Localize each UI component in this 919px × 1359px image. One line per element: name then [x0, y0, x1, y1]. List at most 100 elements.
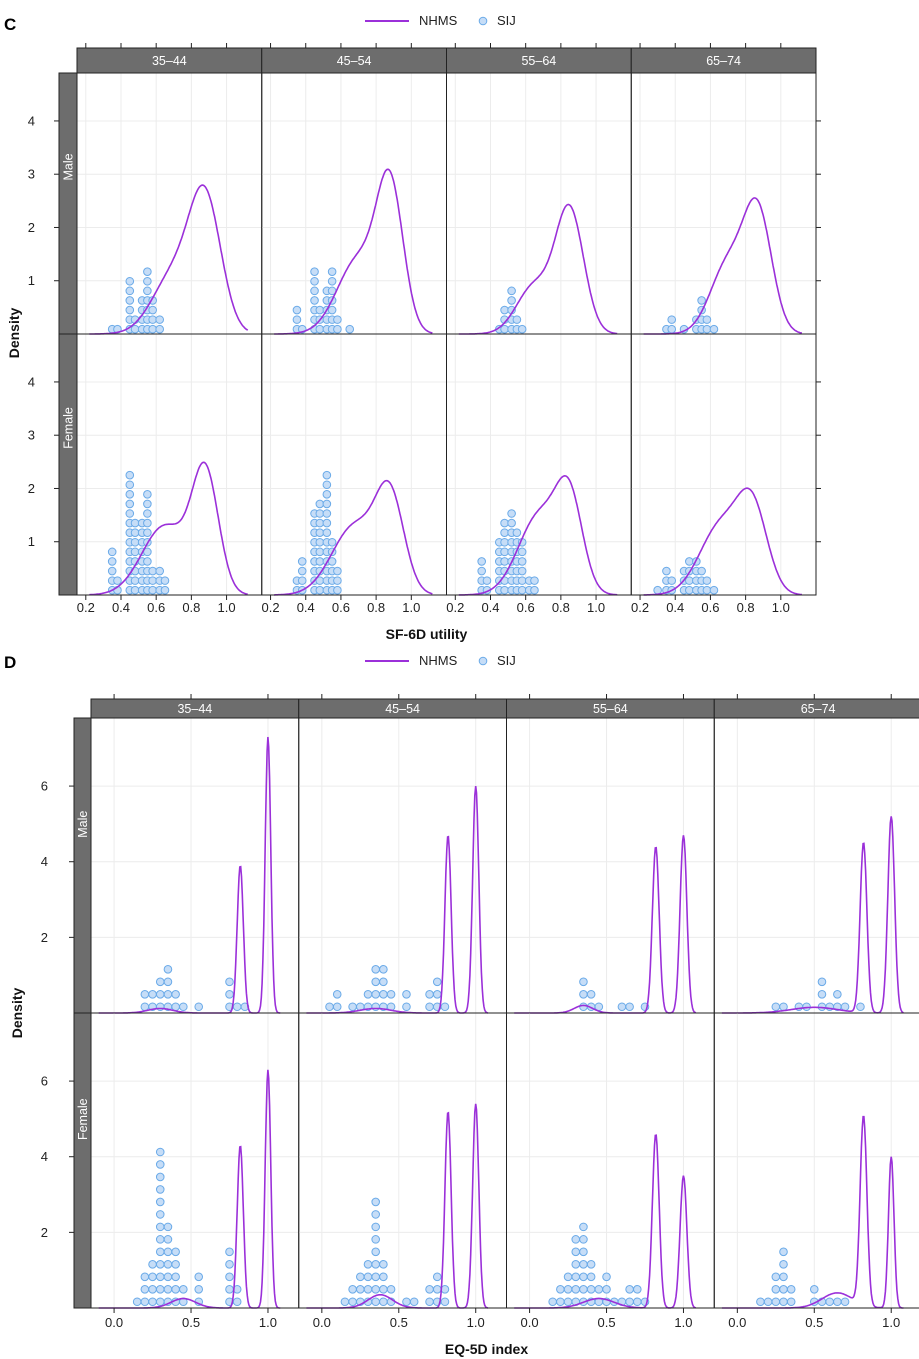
sij-dot: [194, 1002, 204, 1012]
sij-dot: [379, 977, 388, 987]
sij-dot: [840, 1002, 850, 1012]
sij-dot: [130, 585, 140, 595]
sij-dot: [125, 509, 135, 518]
sij-dot: [371, 1297, 380, 1307]
sij-dot: [586, 1284, 596, 1294]
x-tick-label: 0.8: [737, 600, 755, 615]
sij-dot: [315, 518, 325, 528]
panel-frame: [446, 333, 632, 596]
nhms-density-line: [458, 203, 618, 335]
sij-dot: [817, 989, 827, 999]
sij-dot: [633, 1297, 642, 1307]
nhms-density-line: [306, 1103, 489, 1309]
sij-dot: [297, 566, 307, 576]
sij-dot: [685, 576, 694, 585]
sij-dot: [160, 576, 170, 585]
sij-dot: [371, 965, 380, 974]
strip-65–74: [630, 47, 817, 74]
sij-dot: [148, 1272, 157, 1282]
sij-dot: [140, 1272, 150, 1282]
sij-dot: [333, 566, 342, 576]
x-tick-label: 1.0: [218, 600, 236, 615]
sij-dot: [143, 518, 152, 528]
row-strip-female: [73, 1012, 92, 1309]
sij-dot: [779, 1272, 788, 1282]
sij-dot: [507, 286, 516, 296]
sij-dot: [155, 1160, 165, 1169]
panel-male-55–64: [506, 717, 715, 1014]
x-axis-title: EQ-5D index: [445, 1341, 528, 1357]
sij-dot: [315, 557, 325, 566]
sij-dot: [500, 557, 509, 566]
sij-dot: [579, 1284, 588, 1294]
sij-dot: [315, 537, 325, 547]
sij-dot: [771, 1002, 781, 1012]
sij-dot: [500, 528, 509, 537]
sij-dot: [148, 566, 157, 576]
panel-female-35–44: [76, 333, 263, 596]
sij-dot: [143, 499, 152, 509]
y-tick-label: 2: [41, 930, 48, 945]
sij-dot: [143, 528, 152, 537]
x-tick-label: 0.6: [701, 600, 719, 615]
row-strip-label-male: Male: [76, 811, 90, 838]
x-tick-label: 0.2: [446, 600, 464, 615]
row-strip-male: [58, 72, 78, 335]
legend: NHMS SIJ: [365, 13, 516, 28]
sij-dot: [171, 1002, 180, 1012]
nhms-density-line: [274, 479, 433, 596]
sij-dot: [579, 1002, 588, 1012]
x-tick-label: 0.6: [517, 600, 535, 615]
sij-dot: [667, 324, 677, 334]
y-tick-label: 1: [28, 273, 35, 288]
sij-dot: [571, 1260, 581, 1269]
panel-male-65–74: [713, 717, 919, 1014]
sij-dot: [371, 1222, 380, 1232]
x-tick-label: 1.0: [674, 1315, 692, 1330]
sij-dot: [163, 1284, 173, 1294]
sij-dot: [315, 528, 325, 537]
sij-dot: [702, 324, 712, 334]
sij-dot: [371, 1272, 380, 1282]
x-axis-title: SF-6D utility: [386, 626, 468, 642]
sij-dot: [517, 566, 527, 576]
sij-dot: [586, 1272, 596, 1282]
sij-dot: [379, 1297, 388, 1307]
y-tick-label: 3: [28, 428, 35, 443]
panel-male-65–74: [630, 72, 817, 335]
sij-dot: [163, 1235, 173, 1244]
nhms-density-line: [721, 816, 904, 1014]
x-tick-label: 0.6: [332, 600, 350, 615]
y-tick-label: 4: [41, 1149, 48, 1164]
legend-sij-marker: [478, 16, 488, 26]
sij-dot: [432, 1284, 442, 1294]
sij-dot: [148, 324, 157, 334]
sij-dot: [194, 1272, 204, 1282]
sij-dot: [371, 1210, 380, 1219]
sij-dot: [315, 585, 325, 595]
y-tick-label: 4: [41, 854, 48, 869]
sij-dot: [340, 1297, 350, 1307]
sij-dot: [653, 585, 662, 595]
nhms-density-line: [89, 461, 248, 596]
nhms-density-line: [306, 786, 489, 1014]
sij-dot: [130, 576, 140, 585]
panel-letter: C: [4, 15, 16, 34]
sij-dot: [602, 1272, 611, 1282]
y-tick-label: 1: [28, 534, 35, 549]
x-tick-label: 0.6: [147, 600, 165, 615]
sij-dot: [315, 324, 325, 334]
sij-dot: [685, 585, 694, 595]
x-tick-label: 0.4: [112, 600, 130, 615]
sij-dot: [425, 989, 434, 999]
sij-dot: [571, 1247, 581, 1257]
sij-dot: [179, 1284, 188, 1294]
sij-dot: [232, 1297, 242, 1307]
nhms-density-line: [643, 197, 803, 335]
sij-dot: [371, 1002, 380, 1012]
sij-dot: [517, 324, 527, 334]
row-strip-label-male: Male: [62, 153, 76, 180]
x-tick-label: 1.0: [772, 600, 790, 615]
panel-frame: [630, 72, 817, 335]
sij-dot: [225, 1260, 234, 1269]
